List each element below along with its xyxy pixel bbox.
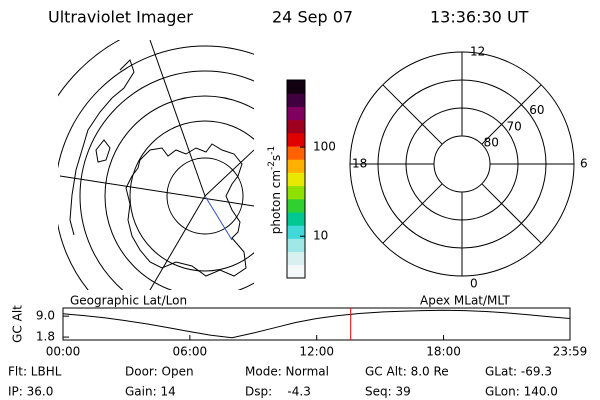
colorbar-segment bbox=[287, 185, 305, 200]
colorbar-segment bbox=[287, 172, 305, 187]
polar-angle-label: 0 bbox=[470, 277, 478, 291]
colorbar-label-part: s bbox=[269, 155, 283, 161]
footer-field: GLat: -69.3 bbox=[485, 365, 552, 379]
colorbar-segment bbox=[287, 159, 305, 173]
colorbar-segment bbox=[287, 119, 305, 134]
colorbar-segment bbox=[287, 198, 305, 213]
altitude-line bbox=[62, 309, 571, 339]
x-tick-label: 12:00 bbox=[299, 345, 334, 359]
map-label: Geographic Lat/Lon bbox=[70, 294, 187, 308]
colorbar-frame bbox=[286, 79, 306, 279]
polar-label: Apex MLat/MLT bbox=[420, 294, 510, 308]
time: 13:36:30 UT bbox=[430, 8, 529, 27]
polar-ring-label: 80 bbox=[484, 136, 499, 150]
polar-spoke bbox=[382, 84, 443, 145]
colorbar-segment bbox=[287, 93, 305, 107]
x-tick-label: 00:00 bbox=[46, 345, 81, 359]
footer-field: IP: 36.0 bbox=[8, 385, 53, 399]
footer-field: Flt: LBHL bbox=[8, 365, 62, 379]
polar-angle-label: 18 bbox=[352, 157, 367, 171]
polar-ring bbox=[433, 135, 491, 193]
footer: Flt: LBHL Door: Open Mode: Normal GC Alt: 8… bbox=[8, 365, 558, 399]
y-axis-label: GC Alt bbox=[11, 305, 25, 343]
polar-ring bbox=[377, 79, 547, 249]
instrument-title: Ultraviolet Imager bbox=[48, 8, 193, 27]
colorbar-segment bbox=[287, 80, 305, 94]
footer-field: Gain: 14 bbox=[125, 385, 176, 399]
footer-field: GLon: 140.0 bbox=[485, 385, 558, 399]
x-tick-label: 23:59 bbox=[553, 345, 588, 359]
y-tick-label: 1.8 bbox=[36, 330, 55, 344]
polar-angle-label: 12 bbox=[470, 45, 485, 59]
polar-spoke bbox=[481, 84, 542, 145]
colorbar-segment bbox=[287, 212, 305, 226]
footer-field: GC Alt: 8.0 Re bbox=[365, 365, 449, 379]
footer-field: Seq: 39 bbox=[365, 385, 411, 399]
colorbar-segment bbox=[287, 106, 305, 121]
y-tick-label: 9.0 bbox=[36, 309, 55, 323]
colorbar-label-part: -1 bbox=[267, 146, 277, 155]
colorbar-tick-label: 10 bbox=[313, 229, 328, 243]
colorbar-label: photon cm-2s-1 bbox=[267, 146, 283, 235]
x-tick-label: 06:00 bbox=[173, 345, 208, 359]
colorbar-tick-label: 100 bbox=[313, 140, 336, 154]
polar-angle-label: 6 bbox=[580, 157, 588, 171]
footer-field: Dsp: -4.3 bbox=[245, 385, 311, 399]
footer-field: Mode: Normal bbox=[245, 365, 329, 379]
x-tick-label: 18:00 bbox=[426, 345, 461, 359]
footer-field: Door: Open bbox=[125, 365, 194, 379]
colorbar-label-part: -2 bbox=[267, 161, 277, 170]
polar-spoke bbox=[481, 183, 542, 244]
colorbar-segment bbox=[287, 264, 305, 279]
colorbar-segment bbox=[287, 132, 305, 147]
date: 24 Sep 07 bbox=[272, 8, 353, 27]
polar-spoke bbox=[382, 183, 443, 244]
colorbar-segment bbox=[287, 225, 305, 239]
colorbar-segment bbox=[287, 251, 305, 266]
polar-ring bbox=[405, 107, 519, 221]
polar-ring-label: 60 bbox=[529, 103, 544, 117]
colorbar-segment bbox=[287, 146, 305, 160]
colorbar-segment bbox=[287, 238, 305, 253]
colorbar-label-part: photon cm bbox=[269, 170, 283, 234]
polar-ring-label: 70 bbox=[506, 119, 521, 133]
geographic-map bbox=[58, 40, 254, 290]
